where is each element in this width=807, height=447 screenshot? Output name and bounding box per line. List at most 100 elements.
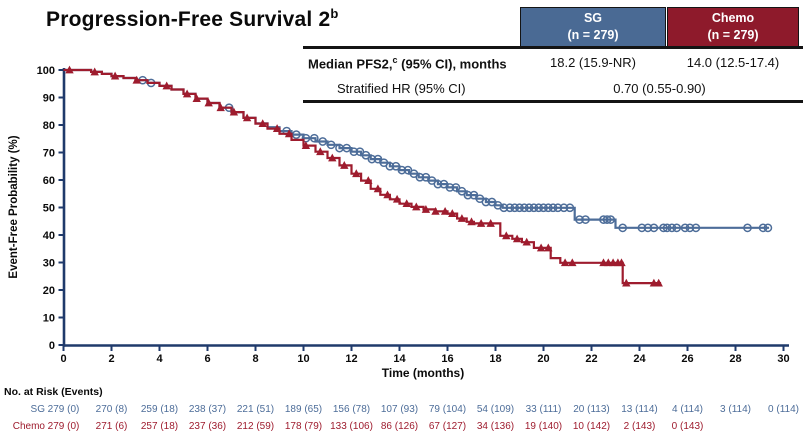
chemo-censor-mark	[421, 205, 431, 213]
median-label-superscript: c	[392, 55, 398, 65]
risk-cell: 2 (143)	[623, 421, 656, 432]
chemo-censor-mark	[216, 103, 225, 112]
sg-censor-mark	[602, 215, 612, 224]
chemo-censor-mark	[364, 176, 373, 184]
chemo-censor-mark	[467, 217, 476, 226]
risk-cell: 19 (140)	[524, 421, 563, 432]
sg-censor-mark	[672, 223, 682, 233]
chemo-censor-mark	[502, 231, 511, 240]
sg-censor-mark	[643, 223, 653, 233]
risk-cell: 156 (78)	[332, 404, 371, 415]
sg-censor-mark	[481, 197, 491, 207]
risk-cell: 257 (18)	[140, 421, 179, 432]
chemo-censor-mark	[654, 278, 663, 287]
chemo-censor-mark	[440, 206, 450, 215]
chemo-censor-mark	[536, 243, 546, 252]
risk-cell: 259 (18)	[140, 404, 179, 415]
y-tick-label: 10	[43, 313, 55, 325]
x-axis-label: Time (months)	[381, 366, 465, 380]
risk-cell: 54 (109)	[476, 404, 515, 415]
sg-censor-mark	[758, 223, 768, 233]
legend-sg-n: (n = 279)	[567, 28, 619, 42]
risk-row-chemo-label: Chemo	[12, 421, 45, 432]
risk-cell: 79 (104)	[428, 404, 467, 415]
sg-censor-mark	[291, 130, 301, 139]
legend-sg-name: SG	[583, 11, 603, 26]
chemo-censor-mark	[258, 119, 267, 128]
sg-censor-mark	[397, 165, 407, 175]
chemo-censor-mark	[568, 258, 577, 267]
sg-censor-mark	[743, 223, 752, 233]
sg-censor-mark	[618, 223, 628, 233]
chemo-censor-mark	[162, 81, 171, 90]
chemo-censor-mark	[284, 129, 294, 138]
risk-row-sg-label: SG	[30, 404, 45, 415]
chemo-censor-mark	[402, 199, 411, 208]
chemo-censor-mark	[486, 219, 495, 227]
sg-censor-mark	[515, 203, 524, 213]
page-title-superscript: b	[330, 6, 339, 21]
x-tick-label: 6	[204, 353, 210, 365]
sg-censor-mark	[415, 172, 425, 182]
sg-censor-mark	[451, 183, 461, 192]
risk-cell: 86 (126)	[380, 421, 419, 432]
risk-row-chemo: Chemo 279 (0) 271 (6) 257 (18) 237 (36) 212 …	[0, 421, 807, 434]
sg-censor-mark	[662, 223, 672, 233]
sg-censor-mark	[680, 223, 690, 233]
chemo-curve	[63, 68, 662, 285]
sg-censor-mark	[445, 183, 455, 192]
chemo-censor-mark	[192, 94, 201, 102]
chemo-censor-mark	[457, 214, 467, 222]
chemo-censor-mark	[373, 184, 383, 193]
sg-censor-mark	[763, 223, 773, 233]
x-tick-label: 4	[156, 353, 163, 365]
sg-censor-mark	[342, 143, 352, 153]
risk-cell: 13 (114)	[621, 404, 658, 415]
chemo-censor-mark	[316, 147, 325, 156]
chemo-censor-mark	[476, 219, 486, 227]
x-tick-label: 16	[441, 353, 453, 365]
chemo-censor-mark	[65, 65, 74, 74]
x-tick-label: 14	[393, 353, 406, 365]
risk-cell: 237 (36)	[188, 421, 227, 432]
chemo-censor-mark	[242, 113, 252, 122]
stratified-hr-value: 0.70 (0.55-0.90)	[613, 81, 706, 96]
x-tick-label: 28	[729, 353, 741, 365]
summary-table-top-rule	[303, 46, 803, 49]
x-tick-label: 22	[585, 353, 597, 365]
chemo-censor-mark	[352, 169, 361, 178]
sg-censor-mark	[667, 223, 677, 233]
risk-cell: 20 (113)	[573, 404, 610, 415]
sg-censor-mark	[385, 161, 395, 171]
sg-censor-mark	[565, 203, 575, 213]
stratified-hr-row-label: Stratified HR (95% CI)	[337, 81, 466, 96]
sg-censor-mark	[519, 203, 529, 213]
sg-censor-mark	[659, 223, 668, 233]
risk-cell: 0 (114)	[768, 404, 799, 415]
chemo-censor-mark	[229, 107, 239, 116]
chemo-censor-mark	[204, 98, 213, 107]
sg-censor-mark	[548, 203, 558, 213]
median-pfs2-chemo-value: 14.0 (12.5-17.4)	[686, 55, 780, 70]
sg-censor-mark	[581, 215, 590, 224]
chemo-censor-mark	[182, 89, 192, 98]
y-tick-label: 60	[43, 175, 55, 187]
chemo-censor-mark	[448, 209, 457, 217]
risk-cell: 4 (114)	[672, 404, 703, 415]
chemo-censor-mark	[90, 67, 99, 76]
median-pfs2-row-label: Median PFS2,c (95% CI), months	[308, 55, 507, 73]
y-tick-label: 50	[43, 203, 55, 215]
summary-table-bottom-rule	[303, 100, 803, 103]
sg-censor-mark	[691, 223, 701, 233]
chemo-censor-mark	[383, 190, 392, 199]
chemo-censor-mark	[272, 124, 282, 132]
sg-censor-mark	[685, 223, 695, 233]
y-tick-label: 100	[37, 65, 55, 77]
chemo-censor-mark	[522, 237, 531, 246]
y-tick-label: 90	[43, 93, 55, 105]
legend-header-sg: SG (n = 279)	[520, 7, 666, 47]
chemo-censor-mark	[560, 258, 570, 267]
sg-censor-mark	[499, 203, 509, 213]
